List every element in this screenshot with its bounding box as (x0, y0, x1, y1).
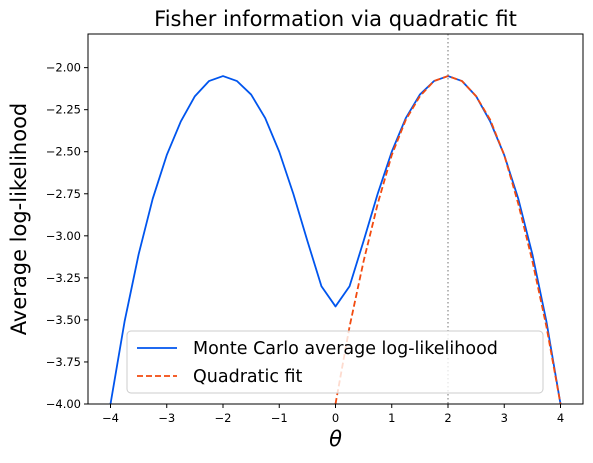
y-tick-label: −3.50 (46, 313, 81, 327)
x-tick-label: −3 (158, 411, 175, 425)
y-tick-label: −2.00 (46, 61, 81, 75)
x-tick-label: 0 (332, 411, 339, 425)
legend-label-1: Quadratic fit (193, 367, 303, 387)
x-tick-label: 1 (388, 411, 395, 425)
x-tick-label: 2 (444, 411, 451, 425)
y-tick-label: −2.50 (46, 145, 81, 159)
chart-title: Fisher information via quadratic fit (154, 7, 517, 31)
legend-box (126, 330, 544, 394)
series-line-1 (334, 75, 562, 404)
x-axis-label: θ (329, 427, 342, 451)
x-tick-label: 3 (501, 411, 508, 425)
y-tick-label: −2.25 (46, 103, 81, 117)
x-tick-label: −2 (215, 411, 232, 425)
x-tick-label: −1 (271, 411, 288, 425)
y-tick-label: −2.75 (46, 187, 81, 201)
y-axis-label: Average log-likelihood (7, 103, 31, 336)
legend-label-0: Monte Carlo average log-likelihood (193, 339, 498, 359)
legend: Monte Carlo average log-likelihood Quadra… (126, 330, 544, 394)
x-axis: −4 −3 −2 −1 0 1 2 3 4 (102, 404, 564, 425)
y-tick-label: −3.25 (46, 271, 81, 285)
x-tick-label: −4 (102, 411, 119, 425)
series-line-0 (109, 75, 562, 404)
x-tick-label: 4 (557, 411, 564, 425)
series-layer (109, 75, 562, 404)
y-tick-label: −3.00 (46, 229, 81, 243)
y-axis: −4.00 −3.75 −3.50 −3.25 −3.00 −2.75 −2.50 −2.25… (46, 61, 88, 411)
y-tick-label: −4.00 (46, 397, 81, 411)
y-tick-label: −3.75 (46, 355, 81, 369)
